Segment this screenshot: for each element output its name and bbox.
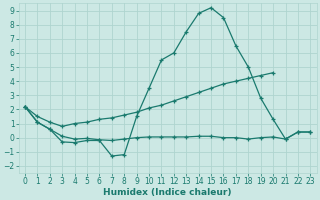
X-axis label: Humidex (Indice chaleur): Humidex (Indice chaleur) [103, 188, 232, 197]
